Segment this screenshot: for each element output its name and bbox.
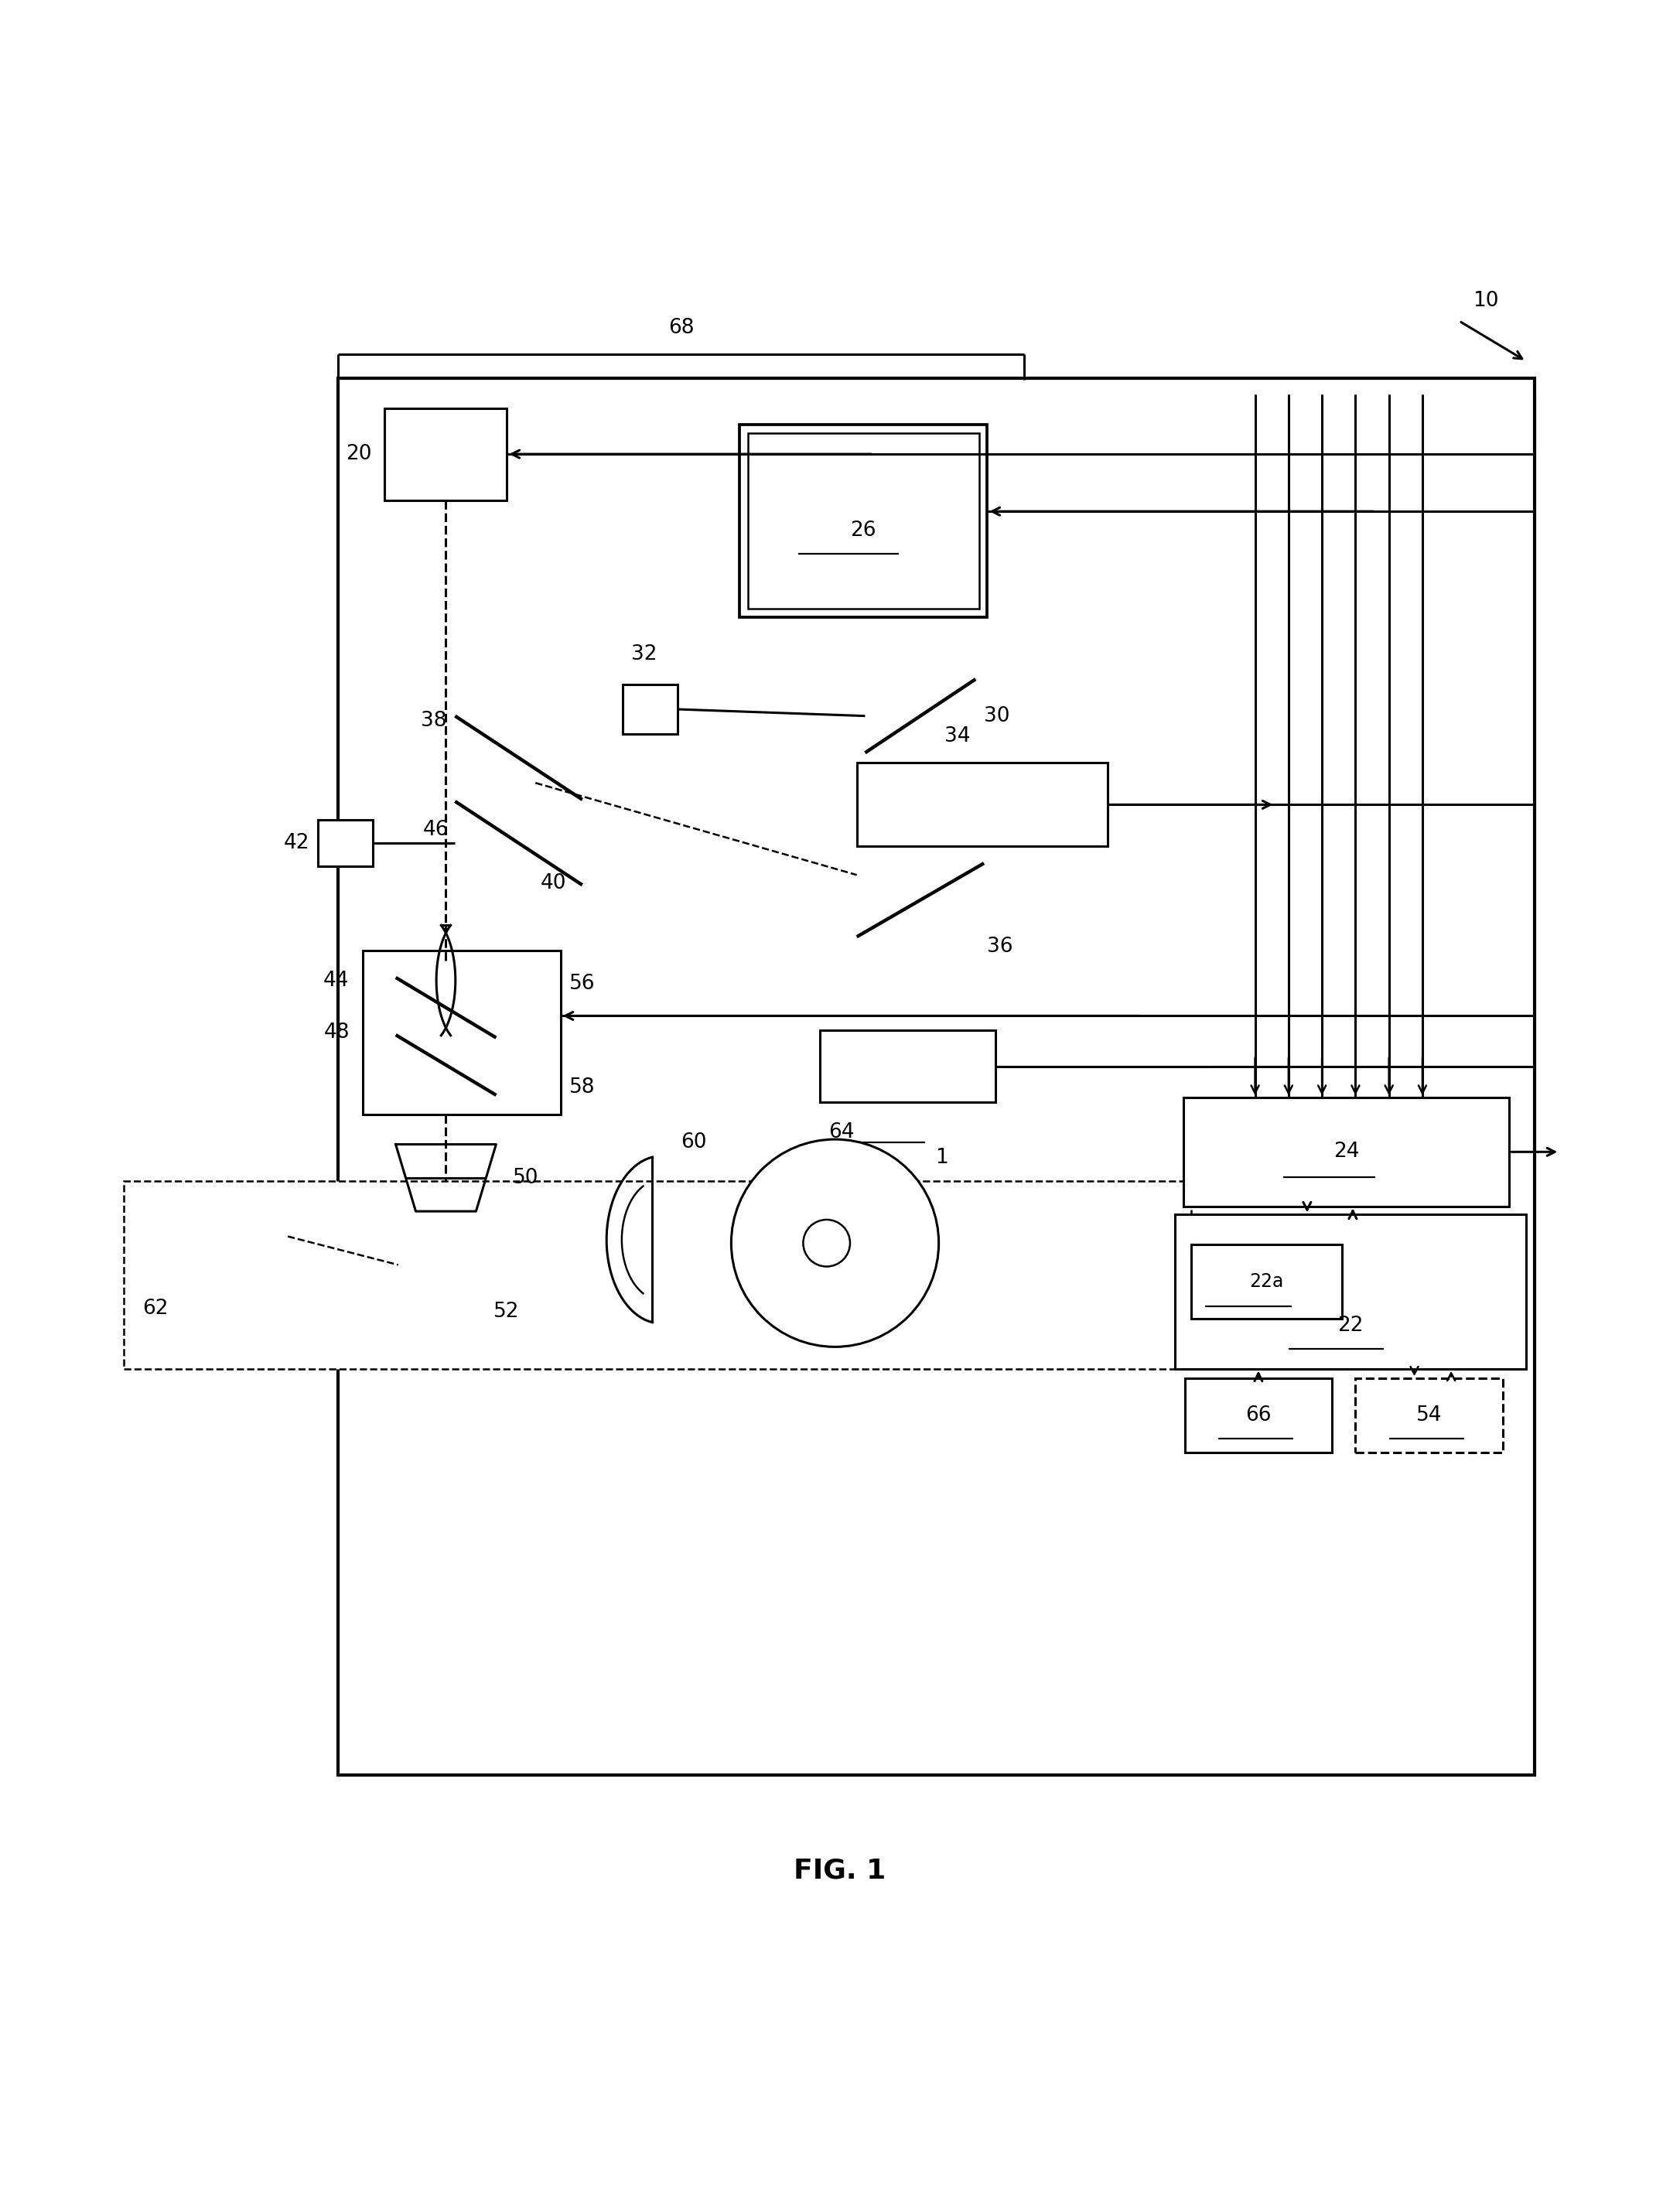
Bar bbox=[363, 950, 561, 1115]
Bar bbox=[622, 685, 677, 735]
Text: 48: 48 bbox=[324, 1023, 349, 1043]
Text: FIG. 1: FIG. 1 bbox=[795, 1857, 885, 1883]
Text: 32: 32 bbox=[630, 643, 657, 665]
Text: 68: 68 bbox=[669, 318, 694, 338]
Text: 24: 24 bbox=[1334, 1141, 1359, 1161]
Text: 58: 58 bbox=[570, 1078, 595, 1098]
Text: 56: 56 bbox=[570, 975, 595, 994]
Text: 52: 52 bbox=[494, 1302, 519, 1321]
Text: 36: 36 bbox=[988, 937, 1013, 957]
Text: 22a: 22a bbox=[1250, 1273, 1284, 1291]
Bar bbox=[857, 764, 1107, 847]
Text: 54: 54 bbox=[1416, 1405, 1441, 1425]
Text: 64: 64 bbox=[828, 1122, 853, 1144]
Circle shape bbox=[803, 1220, 850, 1267]
Bar bbox=[1356, 1378, 1502, 1453]
Bar bbox=[1191, 1245, 1342, 1319]
Text: 50: 50 bbox=[512, 1168, 539, 1187]
Circle shape bbox=[731, 1139, 939, 1348]
Text: 62: 62 bbox=[143, 1297, 168, 1319]
Text: 40: 40 bbox=[541, 874, 566, 893]
Bar bbox=[124, 1181, 1191, 1370]
Bar bbox=[739, 426, 988, 617]
Bar bbox=[1174, 1214, 1525, 1370]
Text: 66: 66 bbox=[1245, 1405, 1272, 1425]
Text: 30: 30 bbox=[984, 707, 1010, 727]
Text: 10: 10 bbox=[1473, 292, 1499, 312]
Bar bbox=[748, 432, 979, 608]
Text: 42: 42 bbox=[284, 834, 309, 854]
Bar bbox=[1183, 1098, 1509, 1207]
Text: 44: 44 bbox=[323, 970, 349, 990]
Bar bbox=[385, 408, 507, 500]
Text: 38: 38 bbox=[420, 711, 447, 731]
Bar bbox=[1184, 1378, 1332, 1453]
Text: 46: 46 bbox=[422, 819, 449, 841]
Bar bbox=[318, 819, 373, 867]
Text: 60: 60 bbox=[680, 1133, 707, 1152]
Text: 20: 20 bbox=[346, 443, 371, 463]
Text: 22: 22 bbox=[1337, 1315, 1364, 1335]
Text: 1: 1 bbox=[936, 1148, 948, 1168]
Bar bbox=[820, 1032, 996, 1102]
Text: 34: 34 bbox=[944, 727, 969, 746]
Text: 26: 26 bbox=[850, 520, 877, 540]
Bar bbox=[134, 1198, 287, 1275]
Bar bbox=[338, 378, 1534, 1776]
